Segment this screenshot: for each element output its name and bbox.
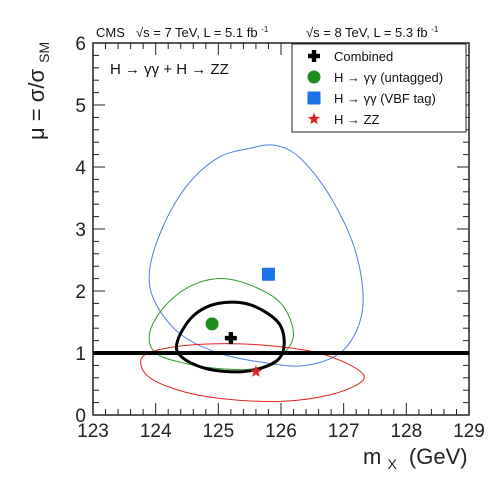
y-tick-label: 4: [75, 158, 86, 179]
legend-marker-circle: [307, 70, 321, 84]
y-axis-title: μ = σ/σ SM: [24, 42, 52, 140]
legend-marker-star: [307, 112, 321, 125]
point-combined: [224, 332, 237, 345]
chart-title: H → γγ + H → ZZ: [110, 61, 229, 78]
y-tick-label: 1: [75, 344, 86, 365]
x-tick-label: 126: [265, 421, 297, 442]
contour-h-zz: [140, 343, 365, 403]
legend-label: Combined: [334, 49, 393, 64]
marker-layer: [205, 267, 275, 377]
x-tick-label: 127: [328, 421, 360, 442]
legend-label: H → γγ (VBF tag): [334, 91, 436, 106]
y-tick-label: 2: [75, 282, 86, 303]
contour-h-vbf-tag-: [148, 144, 364, 367]
x-tick-label: 129: [453, 421, 485, 442]
contour-layer: [140, 144, 365, 403]
x-axis-title-unit: (GeV): [409, 444, 468, 469]
legend-box: [291, 43, 467, 133]
point-h-vbf-tag: [261, 267, 275, 281]
y-tick-label: 6: [75, 34, 86, 55]
legend-label: H → γγ (untagged): [334, 70, 443, 85]
point-h-untagged: [205, 317, 219, 331]
legend-marker-cross: [308, 50, 320, 62]
contour-combined: [174, 300, 286, 374]
y-tick-label: 0: [75, 406, 86, 427]
y-tick-label: 5: [75, 96, 86, 117]
point-h-zz: [249, 365, 263, 377]
legend-label: H → ZZ: [334, 112, 380, 127]
run1-header: √s = 7 TeV, L = 5.1 fb: [136, 25, 258, 40]
legend: Combined H → γγ (untagged) H → γγ (VBF tag…: [307, 49, 443, 127]
x-tick-label: 128: [390, 421, 422, 442]
y-axis-title-main: μ = σ/σ: [24, 69, 49, 140]
svg-text:√s = 7 TeV, L = 5.1 fb -1: √s = 7 TeV, L = 5.1 fb -1: [136, 25, 269, 40]
x-axis-title-sub: X: [387, 456, 397, 472]
run1-lumi-sup: -1: [261, 25, 269, 34]
contour-h-untagged-: [148, 278, 295, 371]
x-axis-title: m X (GeV): [363, 444, 468, 474]
x-tick-label: 123: [77, 421, 109, 442]
y-axis-title-sub: SM: [36, 42, 52, 63]
run2-lumi-sup: -1: [431, 25, 439, 34]
y-tick-label: 3: [75, 220, 86, 241]
x-tick-label: 124: [140, 421, 172, 442]
x-axis-title-main: m: [363, 444, 381, 469]
svg-text:√s = 8 TeV, L = 5.3 fb -1: √s = 8 TeV, L = 5.3 fb -1: [306, 25, 439, 40]
x-tick-label: 125: [202, 421, 234, 442]
run2-header: √s = 8 TeV, L = 5.3 fb: [306, 25, 428, 40]
experiment-label: CMS: [96, 25, 125, 40]
legend-marker-square: [307, 91, 321, 105]
